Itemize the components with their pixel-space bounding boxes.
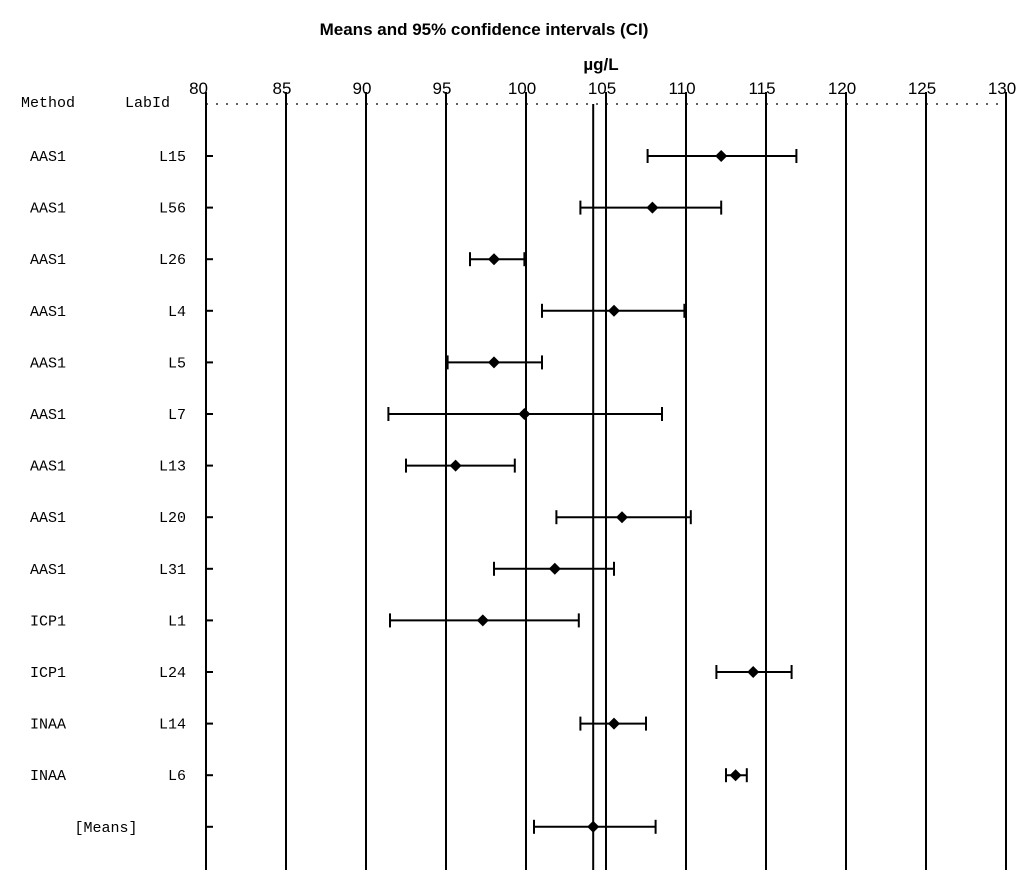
labid-column-header: LabId: [125, 95, 170, 112]
x-tick-label: 130: [988, 79, 1016, 98]
labid-label: L15: [159, 149, 186, 166]
method-label: AAS1: [30, 407, 66, 424]
labid-label: L14: [159, 717, 186, 734]
x-tick-label: 115: [748, 79, 775, 98]
mean-marker: [548, 562, 561, 575]
labid-label: L31: [159, 562, 186, 579]
method-label: INAA: [30, 768, 66, 785]
x-tick-label: 120: [828, 79, 856, 98]
method-label: AAS1: [30, 149, 66, 166]
labid-label: L1: [168, 613, 186, 630]
labid-label: L7: [168, 407, 186, 424]
labid-label: L5: [168, 355, 186, 372]
method-label: AAS1: [30, 510, 66, 527]
x-tick-label: 125: [908, 79, 936, 98]
plot-area: 80 85 90 95 100 105 110 115 120 125 130 AAS1 L15 AAS1…: [30, 79, 1016, 870]
mean-marker: [488, 356, 500, 369]
mean-marker: [608, 717, 620, 730]
x-tick-label: 105: [588, 79, 616, 98]
chart-title: Means and 95% confidence intervals (CI): [320, 20, 649, 39]
mean-marker: [518, 408, 531, 420]
mean-marker: [747, 666, 760, 678]
mean-marker: [587, 820, 600, 833]
method-label: ICP1: [30, 665, 66, 682]
mean-marker: [646, 201, 659, 214]
x-tick-label: 95: [433, 79, 452, 98]
labid-label: L26: [159, 252, 186, 269]
labid-label: L13: [159, 459, 186, 476]
labid-label: L24: [159, 665, 186, 682]
x-tick-label: 110: [668, 79, 695, 98]
x-tick-label: 80: [189, 79, 208, 98]
method-label: AAS1: [30, 304, 66, 321]
labid-label: L4: [168, 304, 186, 321]
method-label: AAS1: [30, 459, 66, 476]
x-tick-label: 90: [353, 79, 372, 98]
x-tick-label: 85: [273, 79, 292, 98]
mean-marker: [715, 150, 728, 162]
unit-label: µg/L: [583, 55, 618, 74]
method-label: AAS1: [30, 252, 66, 269]
x-tick-label: 100: [508, 79, 536, 98]
mean-marker: [729, 769, 742, 782]
method-label: AAS1: [30, 201, 66, 218]
mean-marker: [488, 253, 500, 266]
mean-marker: [449, 459, 462, 472]
mean-marker: [476, 614, 489, 627]
mean-marker: [608, 304, 620, 317]
method-label: INAA: [30, 717, 66, 734]
labid-label: L6: [168, 768, 186, 785]
method-label: AAS1: [30, 562, 66, 579]
row-label-means: [Means]: [74, 820, 137, 837]
method-label: AAS1: [30, 355, 66, 372]
mean-marker: [616, 511, 628, 524]
method-column-header: Method: [21, 95, 75, 112]
method-label: ICP1: [30, 613, 66, 630]
labid-label: L56: [159, 201, 186, 218]
labid-label: L20: [159, 510, 186, 527]
